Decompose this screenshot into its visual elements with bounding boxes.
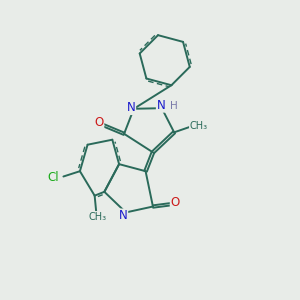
Text: Cl: Cl — [48, 171, 59, 184]
Text: CH₃: CH₃ — [88, 212, 107, 222]
Text: N: N — [127, 101, 135, 114]
Text: CH₃: CH₃ — [190, 121, 208, 131]
Text: O: O — [94, 116, 104, 128]
Text: N: N — [118, 209, 127, 223]
Text: N: N — [157, 99, 166, 112]
Text: H: H — [170, 101, 177, 111]
Text: O: O — [171, 196, 180, 209]
